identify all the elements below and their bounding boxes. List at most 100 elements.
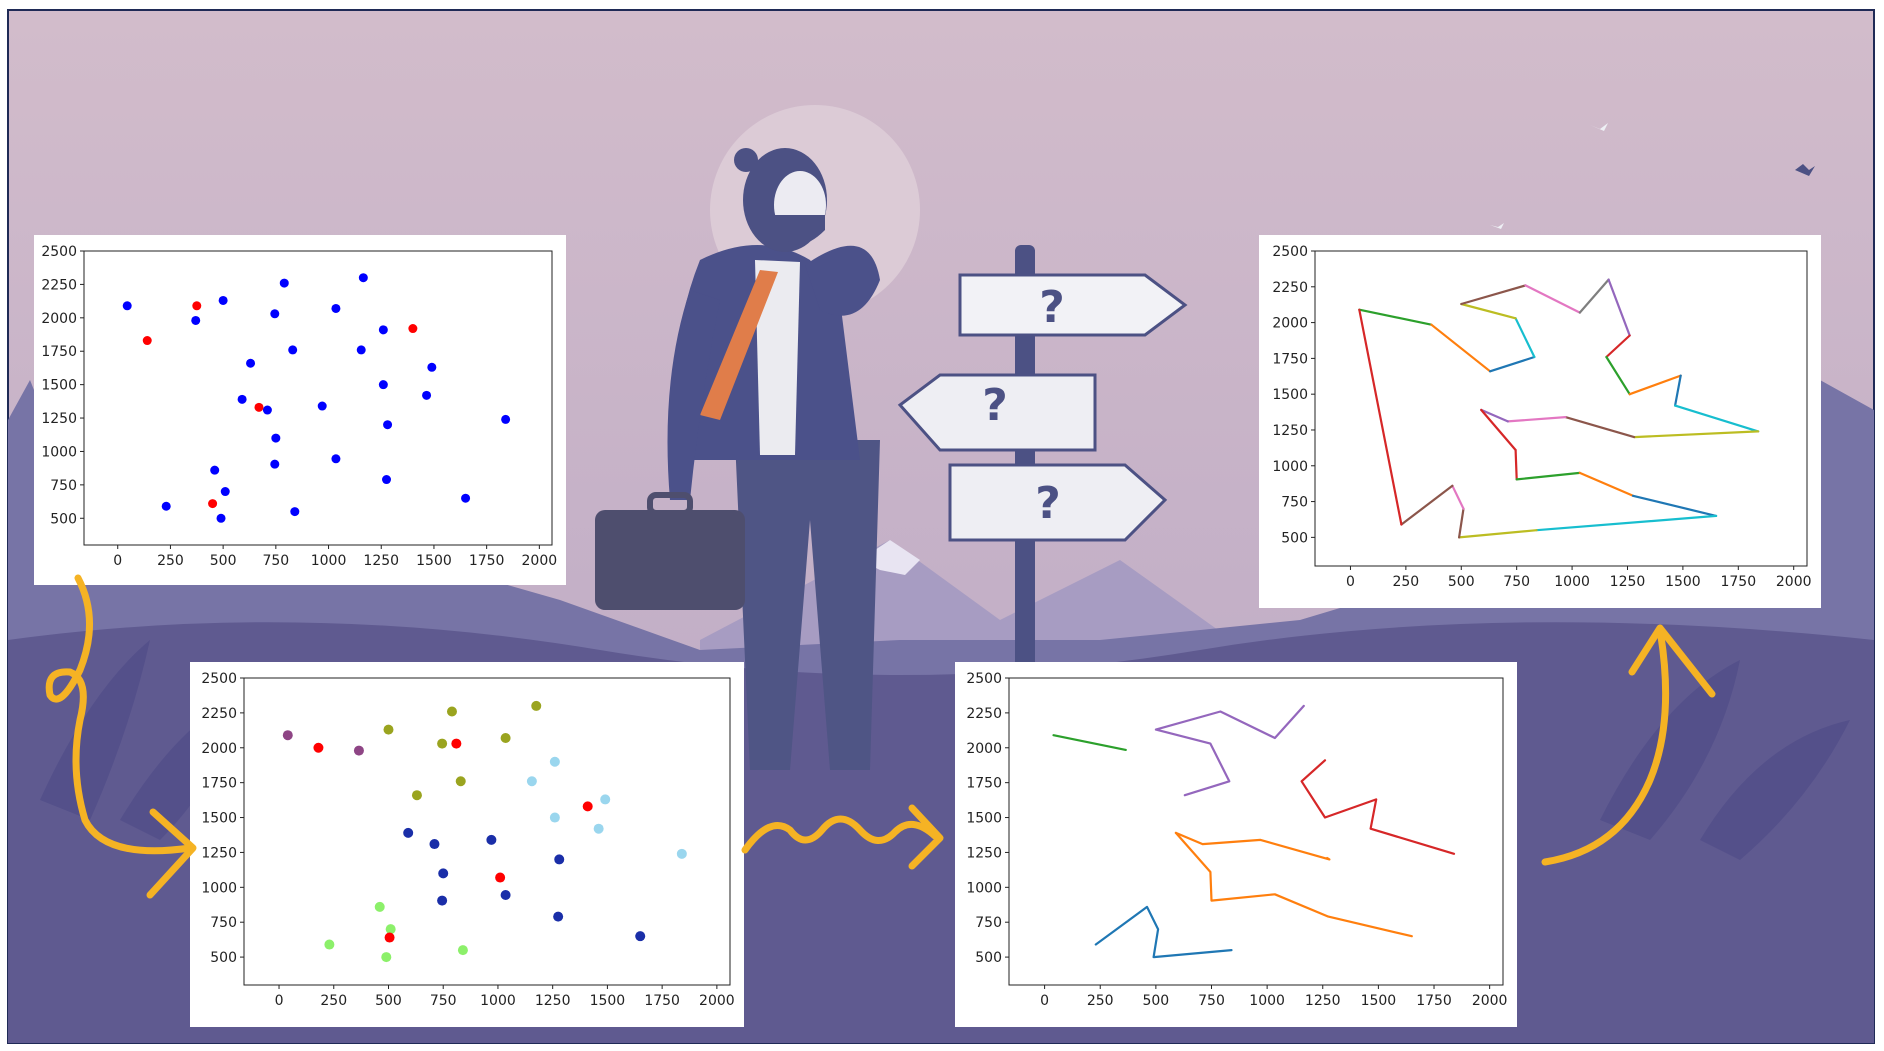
route-line: [1460, 302, 1517, 320]
x-tick-label: 750: [262, 553, 289, 569]
route-line: [1358, 308, 1433, 326]
data-point: [501, 414, 511, 424]
y-tick-label: 1500: [201, 811, 237, 827]
x-tick-label: 750: [430, 993, 457, 1009]
data-point: [192, 301, 202, 311]
route-line: [1458, 529, 1538, 539]
x-tick-label: 500: [1142, 993, 1169, 1009]
data-point: [635, 931, 646, 942]
plot-area-frame: [1314, 250, 1808, 567]
route-line: [1674, 404, 1760, 433]
data-point: [455, 776, 466, 787]
data-point: [358, 273, 368, 283]
y-tick-label: 2250: [966, 706, 1002, 722]
data-point: [290, 507, 300, 517]
businessman-hair-bun: [734, 148, 758, 172]
route-line: [1458, 507, 1465, 539]
x-tick-label: 2000: [522, 553, 558, 569]
y-tick-label: 2000: [201, 741, 237, 757]
x-tick-label: 250: [320, 993, 347, 1009]
data-point: [246, 358, 256, 368]
route-line: [1154, 704, 1305, 797]
data-point: [422, 390, 432, 400]
data-point: [353, 745, 364, 756]
y-tick-label: 2500: [41, 244, 77, 260]
signpost-question-middle: ?: [982, 380, 1008, 431]
data-point: [313, 742, 324, 753]
y-tick-label: 1000: [966, 880, 1002, 896]
x-tick-label: 1750: [1416, 993, 1452, 1009]
businessman-arm-down: [667, 290, 720, 500]
y-tick-label: 1750: [201, 776, 237, 792]
x-tick-label: 1500: [1361, 993, 1397, 1009]
y-tick-label: 2250: [1272, 280, 1308, 296]
x-tick-label: 0: [1040, 993, 1049, 1009]
y-tick-label: 1750: [41, 344, 77, 360]
x-tick-label: 1500: [590, 993, 626, 1009]
data-point: [208, 499, 218, 509]
y-tick-label: 1250: [1272, 423, 1308, 439]
data-point: [438, 868, 449, 879]
y-tick-label: 500: [50, 511, 77, 527]
data-point: [324, 939, 335, 950]
data-point: [271, 433, 281, 443]
route-line: [1515, 471, 1581, 481]
data-point: [282, 730, 293, 741]
x-tick-label: 1750: [1720, 574, 1756, 590]
x-tick-label: 1000: [311, 553, 347, 569]
plot-area-frame: [1008, 677, 1504, 986]
route-line: [1430, 323, 1492, 373]
data-point: [382, 475, 392, 485]
x-tick-label: 500: [375, 993, 402, 1009]
data-point: [270, 459, 280, 469]
data-point: [254, 402, 264, 412]
data-point: [411, 790, 422, 801]
x-tick-label: 750: [1503, 574, 1530, 590]
chart-raw-points-svg: 0 250 500 750 1000 1250 1500 1750 2000 500 750 1000…: [41, 244, 558, 569]
data-point: [554, 854, 565, 865]
signpost-arrow-bottom: [948, 463, 1168, 542]
data-point: [446, 706, 457, 717]
y-tick-label: 750: [50, 478, 77, 494]
route-line: [1578, 278, 1610, 314]
data-point: [383, 420, 393, 430]
y-tick-label: 1750: [966, 776, 1002, 792]
route-line: [1400, 484, 1454, 526]
data-point: [378, 325, 388, 335]
data-point: [317, 401, 327, 411]
y-tick-label: 1250: [41, 411, 77, 427]
bird-icon: [1490, 223, 1504, 229]
data-point: [331, 454, 341, 464]
data-point: [385, 924, 396, 935]
y-tick-label: 750: [1281, 495, 1308, 511]
y-tick-label: 750: [975, 915, 1002, 931]
y-tick-label: 2500: [201, 671, 237, 687]
x-tick-label: 1000: [1554, 574, 1590, 590]
route-line: [1633, 430, 1760, 439]
x-tick-label: 1000: [480, 993, 516, 1009]
x-tick-label: 1250: [1305, 993, 1341, 1009]
y-tick-label: 1000: [1272, 459, 1308, 475]
route-line: [1524, 284, 1581, 314]
data-point: [549, 756, 560, 767]
chart-cluster-routes-svg: 0 250 500 750 1000 1250 1500 1750 2000 500 750 1000…: [966, 671, 1507, 1009]
x-tick-label: 0: [1346, 574, 1355, 590]
data-point: [403, 827, 414, 838]
data-point: [451, 738, 462, 749]
x-tick-label: 500: [1448, 574, 1475, 590]
plot-area-frame: [243, 677, 731, 986]
route-line: [1564, 416, 1636, 439]
y-tick-label: 2500: [966, 671, 1002, 687]
data-point: [582, 801, 593, 812]
data-point: [408, 324, 418, 334]
y-tick-label: 1750: [1272, 351, 1308, 367]
y-tick-label: 1250: [201, 845, 237, 861]
route-line: [1460, 284, 1527, 306]
x-tick-label: 1250: [1610, 574, 1646, 590]
y-tick-label: 2000: [1272, 316, 1308, 332]
briefcase-icon: [595, 510, 745, 610]
route-line: [1628, 374, 1682, 396]
route-line: [1174, 831, 1413, 938]
data-point: [676, 848, 687, 859]
